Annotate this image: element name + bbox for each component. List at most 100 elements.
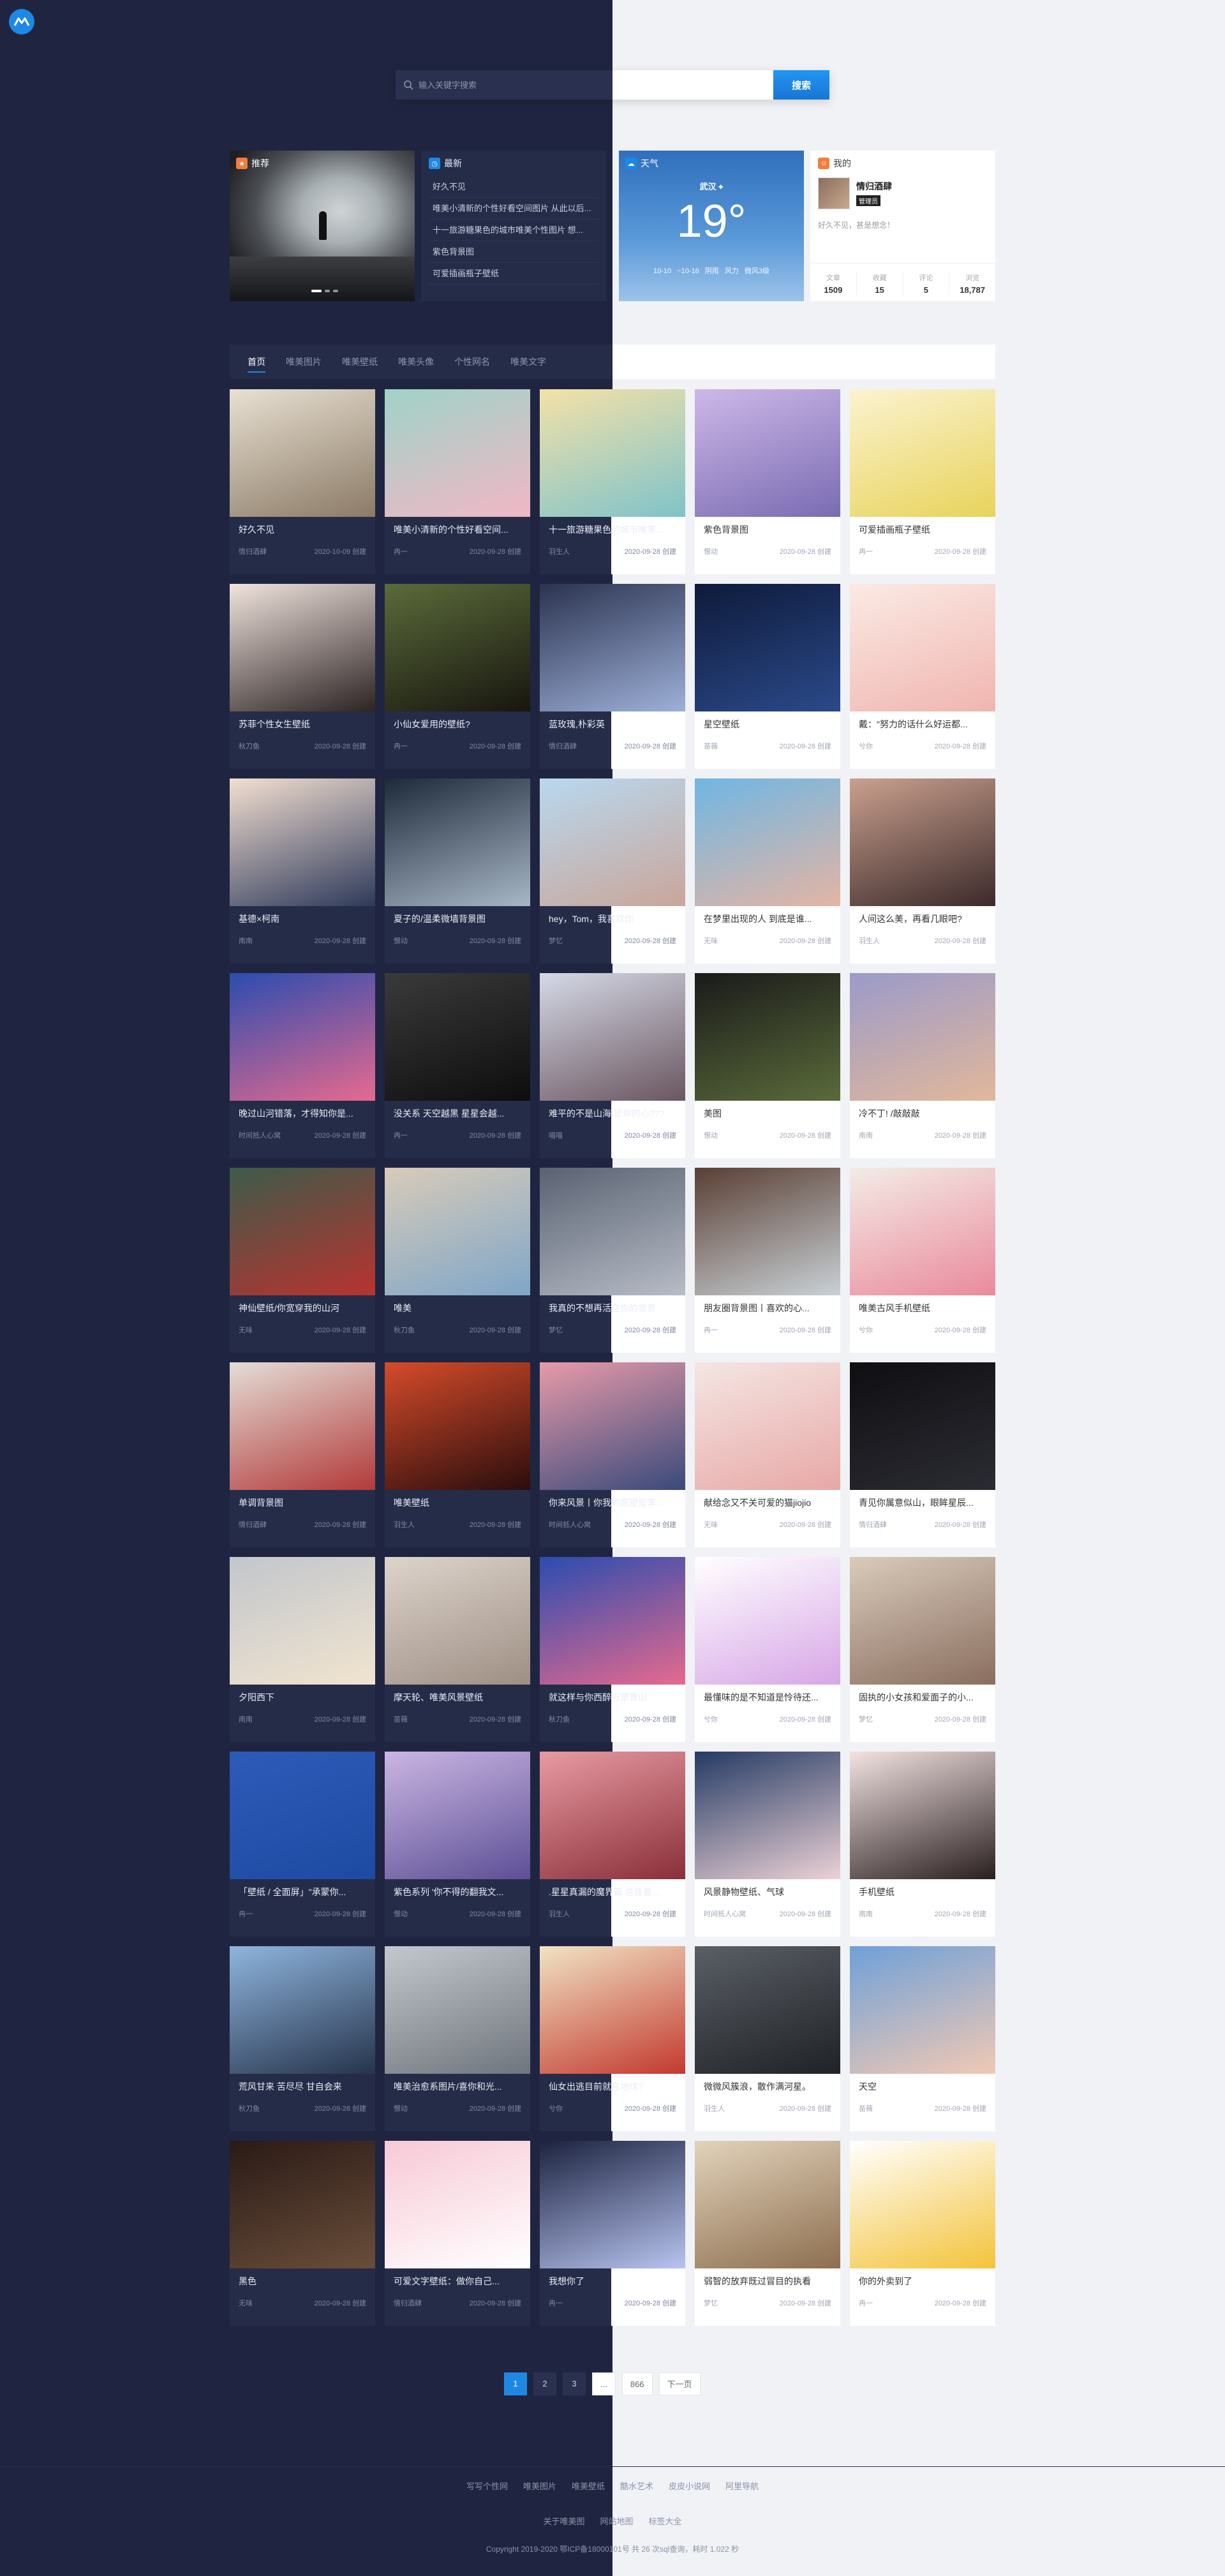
post-thumbnail[interactable] (850, 1362, 995, 1490)
post-thumbnail[interactable] (540, 1362, 685, 1490)
post-thumbnail[interactable] (850, 584, 995, 711)
news-item[interactable]: 好久不见 (429, 176, 598, 198)
post-author[interactable]: 冉一 (549, 2300, 563, 2307)
post-card[interactable]: 紫色系列 '你不得的翻我文... 憬动 2020-09-28 创建 (385, 1752, 530, 1937)
post-thumbnail[interactable] (850, 973, 995, 1101)
post-card[interactable]: 弱智的放弃既过冒目的执看 梦忆 2020-09-28 创建 (695, 2141, 840, 2326)
footer-link[interactable]: 网站地图 (600, 2517, 634, 2526)
post-author[interactable]: 羽生人 (704, 2105, 725, 2113)
post-author[interactable]: 羽生人 (859, 937, 880, 945)
post-thumbnail[interactable] (385, 1557, 530, 1685)
post-title[interactable]: 十一旅游糖果色的城市唯美... (549, 525, 664, 535)
post-card[interactable]: 戴："努力的话什么好运都... 兮你 2020-09-28 创建 (850, 584, 995, 769)
post-thumbnail[interactable] (385, 1168, 530, 1295)
page-link[interactable]: 866 (621, 2372, 653, 2395)
post-author[interactable]: 憬动 (704, 1132, 718, 1140)
footer-link[interactable]: 皮皮小说网 (669, 2482, 711, 2491)
post-author[interactable]: 时间抵人心窝 (239, 1132, 281, 1140)
post-card[interactable]: 摩天轮、唯美风景壁纸 苗薇 2020-09-28 创建 (385, 1557, 530, 1742)
post-thumbnail[interactable] (695, 1557, 840, 1685)
post-title[interactable]: 你来风景丨你我的愿望是李... (549, 1498, 664, 1508)
post-author[interactable]: 时间抵人心窝 (704, 1910, 746, 1918)
post-card[interactable]: 手机壁纸 南南 2020-09-28 创建 (850, 1752, 995, 1937)
post-thumbnail[interactable] (540, 1168, 685, 1295)
post-author[interactable]: 喵喵 (549, 1132, 563, 1140)
post-thumbnail[interactable] (695, 1946, 840, 2074)
post-card[interactable]: 「壁纸 / 全面屏」"承蒙你... 冉一 2020-09-28 创建 (230, 1752, 375, 1937)
post-thumbnail[interactable] (230, 1752, 375, 1879)
footer-link[interactable]: 唯美壁纸 (571, 2482, 605, 2491)
post-title[interactable]: 单调背景图 (239, 1498, 283, 1508)
post-author[interactable]: 羽生人 (549, 1910, 570, 1918)
post-thumbnail[interactable] (230, 1946, 375, 2074)
post-title[interactable]: .星星真漏的魔界篇 总挂着... (549, 1887, 660, 1897)
post-author[interactable]: 秋刀鱼 (549, 1716, 570, 1724)
post-thumbnail[interactable] (385, 1946, 530, 2074)
news-item[interactable]: 紫色背景图 (429, 241, 598, 263)
post-title[interactable]: 我真的不想再活在你的世界 (549, 1303, 656, 1313)
post-title[interactable]: 星空壁纸 (704, 719, 739, 729)
post-card[interactable]: .星星真漏的魔界篇 总挂着... 羽生人 2020-09-28 创建 (540, 1752, 685, 1937)
post-title[interactable]: 在梦里出现的人 到底是谁... (704, 914, 812, 924)
post-thumbnail[interactable] (385, 973, 530, 1101)
post-title[interactable]: 夏子的/温柔微墙背景图 (394, 914, 486, 924)
post-card[interactable]: 我真的不想再活在你的世界 梦忆 2020-09-28 创建 (540, 1168, 685, 1353)
post-card[interactable]: 我想你了 冉一 2020-09-28 创建 (540, 2141, 685, 2326)
post-thumbnail[interactable] (540, 1752, 685, 1879)
post-card[interactable]: 人间这么美，再看几眼吧? 羽生人 2020-09-28 创建 (850, 778, 995, 964)
post-author[interactable]: 无味 (704, 1521, 718, 1529)
post-author[interactable]: 情归酒肆 (859, 1521, 887, 1529)
post-thumbnail[interactable] (850, 778, 995, 906)
post-author[interactable]: 羽生人 (549, 548, 570, 556)
post-author[interactable]: 时间抵人心窝 (549, 1521, 591, 1529)
post-thumbnail[interactable] (695, 584, 840, 711)
post-author[interactable]: 憬动 (704, 548, 718, 556)
post-title[interactable]: 紫色背景图 (704, 525, 748, 535)
carousel-dot[interactable] (333, 290, 338, 292)
post-thumbnail[interactable] (695, 2141, 840, 2268)
post-title[interactable]: 冷不丁! /敲敲敲 (859, 1108, 920, 1119)
post-card[interactable]: 就这样与你西醉万里青山 秋刀鱼 2020-09-28 创建 (540, 1557, 685, 1742)
post-title[interactable]: 「壁纸 / 全面屏」"承蒙你... (239, 1887, 346, 1897)
post-thumbnail[interactable] (230, 1362, 375, 1490)
post-thumbnail[interactable] (540, 1946, 685, 2074)
post-thumbnail[interactable] (230, 973, 375, 1101)
footer-link[interactable]: 酷水艺术 (620, 2482, 654, 2491)
footer-link[interactable]: 唯美图片 (523, 2482, 556, 2491)
post-title[interactable]: 唯美小清新的个性好看空间... (394, 525, 509, 535)
post-title[interactable]: 最懂味的是不知道是怜待还... (704, 1692, 819, 1702)
post-title[interactable]: 人间这么美，再看几眼吧? (859, 914, 962, 924)
page-link[interactable]: ... (592, 2372, 616, 2395)
post-author[interactable]: 无味 (239, 2300, 253, 2307)
page-link[interactable]: 3 (563, 2372, 586, 2395)
post-author[interactable]: 憬动 (394, 2105, 408, 2113)
post-card[interactable]: 基德×柯南 南南 2020-09-28 创建 (230, 778, 375, 964)
post-card[interactable]: 唯美 秋刀鱼 2020-09-28 创建 (385, 1168, 530, 1353)
page-link[interactable]: 1 (504, 2372, 527, 2395)
post-card[interactable]: 夕阳西下 南南 2020-09-28 创建 (230, 1557, 375, 1742)
post-thumbnail[interactable] (385, 389, 530, 517)
post-title[interactable]: 青见你属意似山，眼眸星辰... (859, 1498, 974, 1508)
post-card[interactable]: 星空壁纸 苗薇 2020-09-28 创建 (695, 584, 840, 769)
post-card[interactable]: 唯美治愈系图片/喜你和光... 憬动 2020-09-28 创建 (385, 1946, 530, 2131)
post-card[interactable]: 仙女出逃目前就在地球? 兮你 2020-09-28 创建 (540, 1946, 685, 2131)
post-thumbnail[interactable] (850, 1557, 995, 1685)
tab-2[interactable]: 唯美壁纸 (342, 357, 378, 367)
post-card[interactable]: 苏菲个性女生壁纸 秋刀鱼 2020-09-28 创建 (230, 584, 375, 769)
post-card[interactable]: 可爱插画瓶子壁纸 冉一 2020-09-28 创建 (850, 389, 995, 574)
post-thumbnail[interactable] (850, 1752, 995, 1879)
post-thumbnail[interactable] (230, 1168, 375, 1295)
post-thumbnail[interactable] (385, 778, 530, 906)
post-card[interactable]: 微微风簇浪，散作满河星。 羽生人 2020-09-28 创建 (695, 1946, 840, 2131)
post-author[interactable]: 梦忆 (549, 1327, 563, 1334)
site-logo[interactable] (9, 9, 34, 34)
post-thumbnail[interactable] (230, 2141, 375, 2268)
post-card[interactable]: 风景静物壁纸、气球 时间抵人心窝 2020-09-28 创建 (695, 1752, 840, 1937)
post-card[interactable]: 唯美壁纸 羽生人 2020-09-28 创建 (385, 1362, 530, 1547)
post-title[interactable]: 蓝玫瑰,朴彩英 (549, 719, 605, 729)
post-title[interactable]: 风景静物壁纸、气球 (704, 1887, 784, 1897)
post-author[interactable]: 情归酒肆 (549, 743, 577, 750)
post-card[interactable]: 在梦里出现的人 到底是谁... 无味 2020-09-28 创建 (695, 778, 840, 964)
post-author[interactable]: 苗薇 (859, 2105, 873, 2113)
search-input[interactable] (396, 70, 773, 100)
